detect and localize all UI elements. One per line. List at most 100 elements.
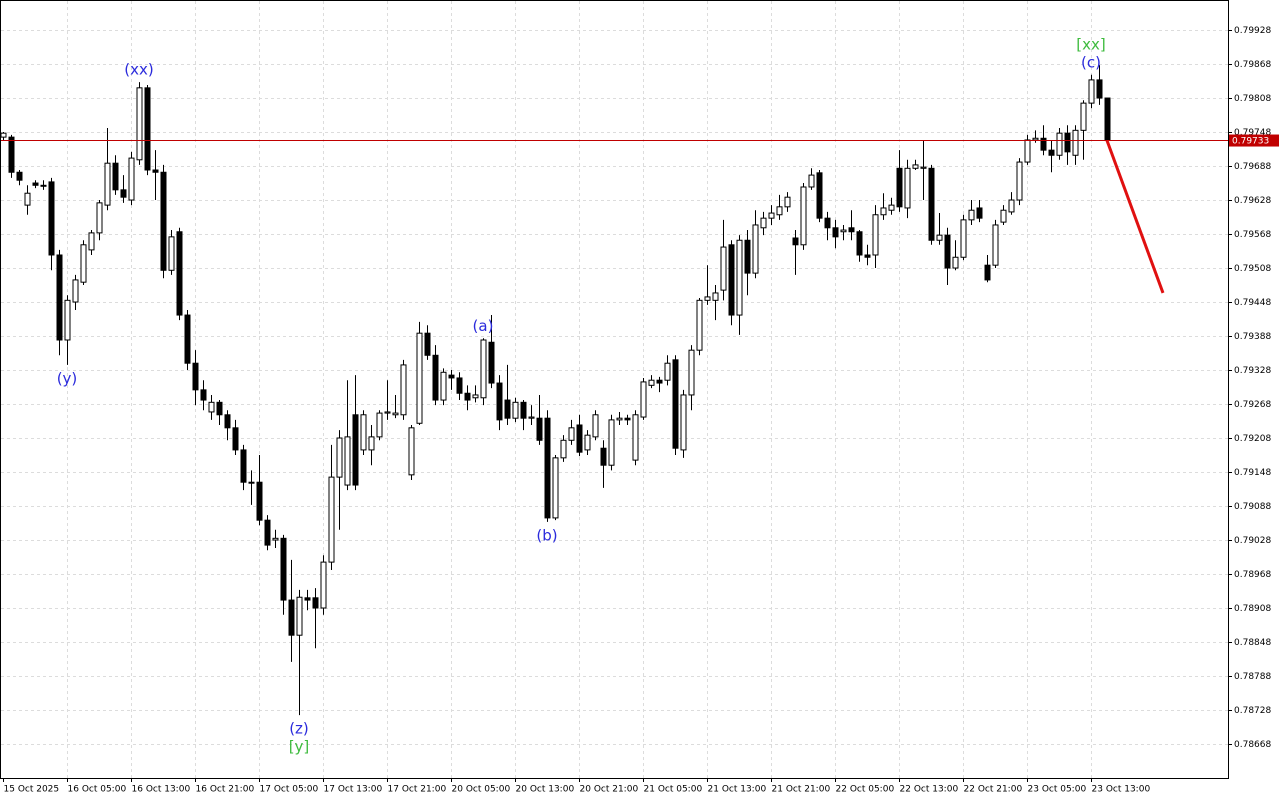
candle-body [112,162,119,191]
candle-body [1064,132,1071,153]
candle-body [224,414,231,429]
candle-body [368,436,375,451]
candle-body [880,207,887,216]
candle-body [72,279,79,303]
candle-body [360,414,367,451]
candle-body [752,224,759,274]
candle-body [912,164,919,169]
y-tick-label: 0.78848 [1234,638,1271,648]
y-tick-label: 0.79148 [1234,468,1271,478]
candle-body [104,162,111,206]
candle-body [680,394,687,451]
y-tick-label: 0.79088 [1234,502,1271,512]
y-tick-label: 0.79448 [1234,298,1271,308]
candle-body [312,597,319,609]
candle-body [744,239,751,274]
candle-body [40,184,47,187]
candle-body [568,427,575,441]
candle-body [528,416,535,419]
candle-body [472,394,479,399]
x-tick-label: 16 Oct 21:00 [196,785,255,795]
candle-body [544,417,551,519]
x-tick-label: 15 Oct 2025 [4,785,60,795]
candle-body [400,364,407,416]
candle-body [800,186,807,246]
candle-body [656,379,663,384]
candle-body [520,401,527,419]
x-tick-label: 22 Oct 21:00 [964,785,1023,795]
candle-body [56,254,63,341]
candle-body [248,481,255,484]
candle-body [584,434,591,451]
y-tick-label: 0.79748 [1234,128,1271,138]
x-tick-label: 20 Oct 13:00 [516,785,575,795]
candle-body [608,419,615,466]
candle-body [600,447,607,466]
candle-body [392,412,399,416]
projection-line [1105,140,1165,294]
y-tick-label: 0.79508 [1234,264,1271,274]
candle-body [824,217,831,229]
candle-body [160,171,167,271]
y-tick-label: 0.79268 [1234,400,1271,410]
candle-body [264,519,271,546]
wave-label: [y] [289,738,310,756]
marks [0,65,1228,716]
candle-body [144,87,151,171]
candle-body [704,296,711,301]
candle-body [496,382,503,421]
candle-body [1048,149,1055,156]
candle-body [1088,79,1095,104]
x-tick-label: 21 Oct 05:00 [644,785,703,795]
candle-body [136,87,143,161]
candle-body [480,339,487,399]
candle-body [808,174,815,188]
y-tick-label: 0.79328 [1234,366,1271,376]
candle-body [760,217,767,229]
candle-body [968,209,975,221]
candle-body [848,227,855,233]
candle-body [664,362,671,381]
x-tick-label: 23 Oct 05:00 [1028,785,1087,795]
candle-body [432,354,439,401]
candle-body [1040,137,1047,151]
y-tick-label: 0.78668 [1234,740,1271,750]
candle-body [200,389,207,401]
candle-body [992,224,999,266]
wave-label: (xx) [124,61,153,79]
candle-body [512,401,519,419]
candle-body [120,189,127,198]
candle-body [232,427,239,451]
y-tick-label: 0.79388 [1234,332,1271,342]
x-tick-label: 16 Oct 13:00 [132,785,191,795]
candle-body [48,181,55,256]
candle-body [344,436,351,486]
candle-body [328,476,335,563]
y-tick-label: 0.79628 [1234,196,1271,206]
y-tick-label: 0.78908 [1234,604,1271,614]
candle-body [80,244,87,283]
candle-body [16,171,23,181]
candle-body [168,236,175,271]
candle-body [864,254,871,258]
candle-body [440,371,447,401]
y-tick-label: 0.79928 [1234,26,1271,36]
candle-body [1024,139,1031,163]
candle-body [216,401,223,416]
x-tick-label: 23 Oct 13:00 [1092,785,1151,795]
candle-body [376,412,383,438]
x-tick-label: 20 Oct 05:00 [452,785,511,795]
candle-body [408,427,415,476]
candle-body [552,457,559,519]
candle-body [24,192,31,206]
wave-label: (z) [289,720,309,738]
candle-body [304,597,311,601]
x-tick-label: 16 Oct 05:00 [68,785,127,795]
plot-frame [0,0,1229,779]
wave-label: (a) [473,317,494,335]
candle-body [632,414,639,461]
candle-body [152,169,159,173]
labels: 0.79928 0.79868 0.79808 0.79748 0.79688 0.796… [4,26,1279,795]
candle-body [0,132,7,138]
candle-body [896,167,903,208]
